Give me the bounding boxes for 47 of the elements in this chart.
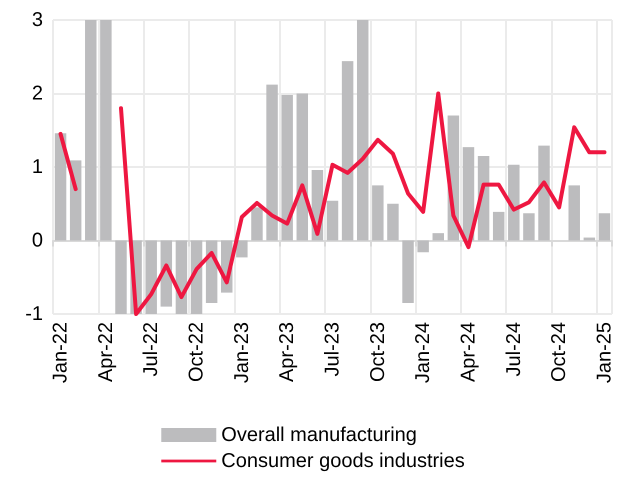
x-tick-label: Jan-23 <box>230 322 253 384</box>
bar <box>266 84 278 240</box>
legend-label: Consumer goods industries <box>221 450 465 472</box>
bar <box>100 20 112 240</box>
y-tick-label: 1 <box>32 156 43 178</box>
bar <box>236 240 248 258</box>
bar <box>326 200 338 240</box>
bar <box>598 213 610 240</box>
bar <box>372 185 384 240</box>
bar <box>54 133 66 240</box>
bar <box>508 164 520 240</box>
bar <box>417 240 429 252</box>
bar <box>85 20 97 240</box>
y-tick-label: 0 <box>32 230 43 252</box>
bar <box>462 147 474 240</box>
x-tick-label: Jan-24 <box>412 322 434 384</box>
x-tick-label: Apr-22 <box>94 322 117 382</box>
x-tick-label: Apr-24 <box>457 322 480 382</box>
bar <box>538 146 550 240</box>
x-tick-label: Jul-22 <box>140 322 162 376</box>
bar <box>387 204 399 240</box>
bar <box>492 212 504 240</box>
x-tick-label: Jan-25 <box>593 322 616 384</box>
bar <box>584 238 596 240</box>
x-tick-label: Jul-23 <box>322 322 344 376</box>
bar <box>115 240 127 314</box>
y-tick-label: 3 <box>32 9 43 31</box>
bar <box>432 233 444 240</box>
x-tick-label: Oct-24 <box>548 322 570 382</box>
x-tick-label: Apr-23 <box>276 322 298 382</box>
x-tick-label: Jul-24 <box>502 322 525 376</box>
bar <box>70 160 82 240</box>
bar <box>356 20 368 240</box>
bar <box>296 94 308 240</box>
y-tick-label: 2 <box>32 82 43 104</box>
bar <box>523 213 535 240</box>
bar <box>402 240 414 303</box>
bar <box>342 61 354 240</box>
bar <box>568 185 580 240</box>
bar <box>281 94 293 240</box>
bar <box>251 207 263 240</box>
y-tick-label: -1 <box>25 303 43 325</box>
x-tick-label: Oct-23 <box>366 322 389 382</box>
x-tick-label: Jan-22 <box>50 322 72 384</box>
bar <box>190 240 202 314</box>
x-tick-label: Oct-22 <box>186 322 208 382</box>
legend-label: Overall manufacturing <box>221 424 417 446</box>
